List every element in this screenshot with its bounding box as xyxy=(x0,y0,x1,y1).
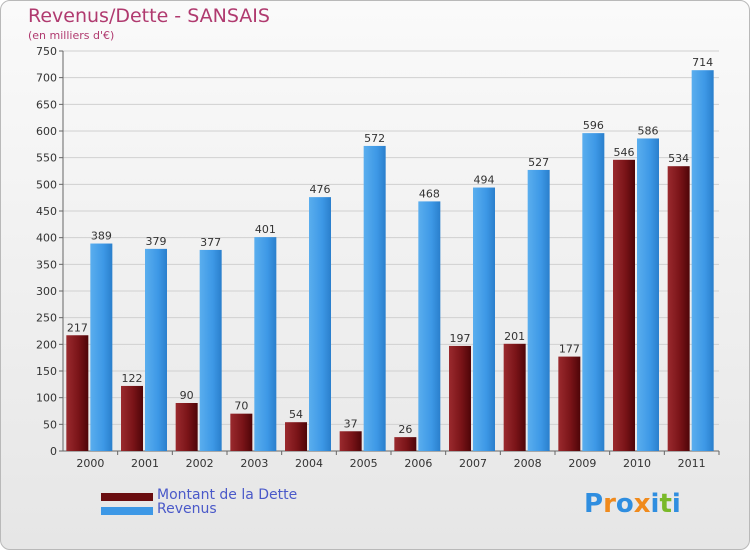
bar-revenue xyxy=(691,70,714,451)
data-label-debt: 546 xyxy=(614,146,635,159)
bar-revenue xyxy=(254,237,277,451)
data-labels: 217 389 122 379 90 377 70 401 54 476 37 572 26 468 197… xyxy=(67,56,713,436)
chart-title: Revenus/Dette - SANSAIS xyxy=(28,5,270,27)
axes: 0 50 100 150 200 250 300 350 400 450 500 550 600 650 7… xyxy=(36,45,720,470)
data-label-revenue: 468 xyxy=(419,187,440,200)
bar-debt xyxy=(558,356,581,451)
bar-debt xyxy=(339,431,362,451)
x-tick-label: 2002 xyxy=(186,457,214,470)
legend-swatch-revenue xyxy=(101,507,153,515)
y-tick-label: 450 xyxy=(36,205,57,218)
bar-debt xyxy=(66,335,89,451)
bars xyxy=(66,70,714,452)
data-label-debt: 26 xyxy=(398,423,412,436)
x-tick-label: 2008 xyxy=(514,457,542,470)
bar-debt xyxy=(613,159,635,452)
data-label-revenue: 714 xyxy=(692,56,713,69)
gridlines xyxy=(63,50,719,452)
bar-revenue xyxy=(90,243,113,451)
legend-label-revenue: Revenus xyxy=(157,501,217,517)
data-label-debt: 90 xyxy=(180,389,194,402)
data-label-debt: 534 xyxy=(668,152,689,165)
data-label-revenue: 401 xyxy=(255,223,276,236)
y-tick-label: 50 xyxy=(43,418,57,431)
proxiti-logo: Proxiti xyxy=(584,489,681,519)
x-tick-label: 2001 xyxy=(131,457,159,470)
y-tick-label: 100 xyxy=(36,392,57,405)
data-label-debt: 37 xyxy=(344,417,358,430)
bar-debt xyxy=(285,422,307,451)
y-tick-label: 200 xyxy=(36,338,57,351)
data-label-debt: 201 xyxy=(504,330,525,343)
bar-revenue xyxy=(309,197,331,451)
x-tick-label: 2011 xyxy=(678,457,706,470)
bar-revenue xyxy=(527,169,550,451)
data-label-revenue: 379 xyxy=(146,235,167,248)
data-label-debt: 217 xyxy=(67,321,88,334)
data-label-debt: 197 xyxy=(450,332,471,345)
bar-debt xyxy=(667,166,690,451)
data-label-revenue: 389 xyxy=(91,230,112,243)
data-label-revenue: 377 xyxy=(200,236,221,249)
y-tick-label: 500 xyxy=(36,178,57,191)
y-tick-label: 650 xyxy=(36,98,57,111)
bar-debt xyxy=(503,343,526,451)
x-tick-label: 2004 xyxy=(295,457,323,470)
chart-subtitle: (en milliers d'€) xyxy=(28,29,115,42)
bar-debt xyxy=(230,413,253,451)
bar-revenue xyxy=(199,249,222,451)
y-tick-label: 700 xyxy=(36,72,57,85)
y-tick-label: 550 xyxy=(36,152,57,165)
y-tick-label: 150 xyxy=(36,365,57,378)
legend-label-debt: Montant de la Dette xyxy=(157,487,298,503)
x-tick-label: 2009 xyxy=(568,457,596,470)
data-label-revenue: 527 xyxy=(528,156,549,169)
y-tick-label: 350 xyxy=(36,258,57,271)
y-tick-label: 250 xyxy=(36,312,57,325)
x-tick-label: 2003 xyxy=(240,457,268,470)
data-label-debt: 54 xyxy=(289,408,303,421)
legend-swatch-debt xyxy=(101,493,153,501)
x-tick-label: 2005 xyxy=(350,457,378,470)
x-tick-label: 2000 xyxy=(76,457,104,470)
y-tick-label: 400 xyxy=(36,232,57,245)
bar-revenue xyxy=(582,133,605,451)
bar-revenue xyxy=(363,145,386,451)
bar-debt xyxy=(175,403,198,451)
bar-revenue xyxy=(637,138,659,451)
data-label-debt: 122 xyxy=(122,372,143,385)
y-tick-label: 0 xyxy=(50,445,57,458)
bar-debt xyxy=(394,437,417,451)
bar-debt xyxy=(121,385,143,451)
data-label-revenue: 596 xyxy=(583,119,604,132)
data-label-revenue: 494 xyxy=(474,174,495,187)
data-label-debt: 70 xyxy=(234,400,248,413)
data-label-revenue: 476 xyxy=(310,183,331,196)
data-label-revenue: 586 xyxy=(638,124,659,137)
x-tick-label: 2007 xyxy=(459,457,487,470)
x-tick-label: 2006 xyxy=(404,457,432,470)
bar-revenue xyxy=(473,187,495,452)
y-tick-label: 300 xyxy=(36,285,57,298)
data-label-debt: 177 xyxy=(559,343,580,356)
bar-revenue xyxy=(418,201,441,451)
bar-revenue xyxy=(145,248,167,451)
y-tick-label: 750 xyxy=(36,45,57,58)
bar-debt xyxy=(449,345,471,451)
y-tick-label: 600 xyxy=(36,125,57,138)
x-tick-label: 2010 xyxy=(623,457,651,470)
data-label-revenue: 572 xyxy=(364,132,385,145)
